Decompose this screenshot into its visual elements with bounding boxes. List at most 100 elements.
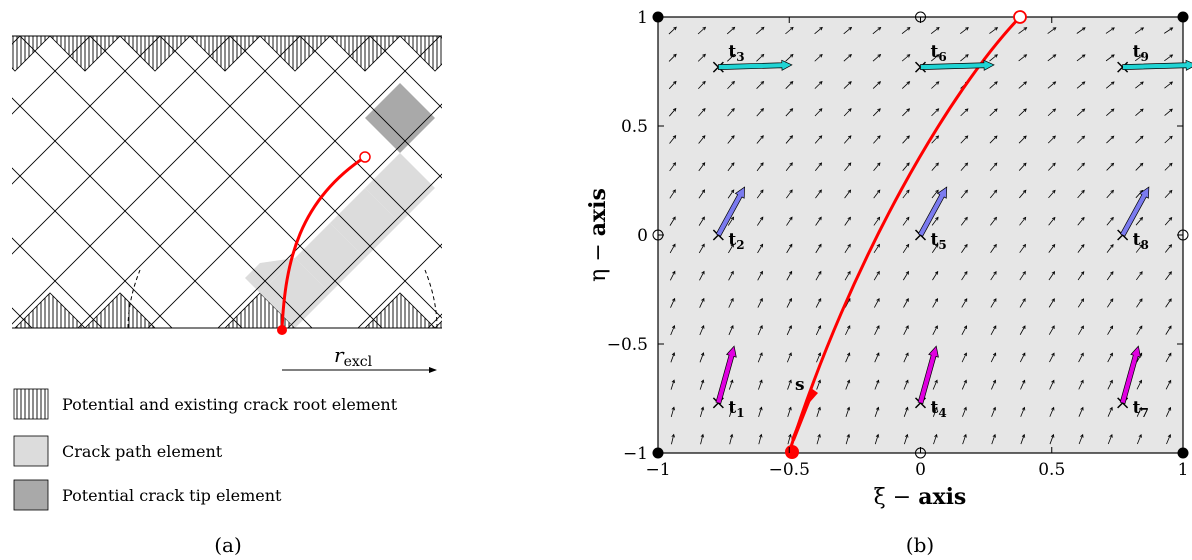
field-arrow (989, 135, 998, 144)
field-arrow (756, 189, 764, 199)
legend-swatch-path (13, 435, 49, 467)
field-arrow (874, 352, 880, 363)
field-arrow (903, 380, 909, 390)
vector-arrow (917, 345, 939, 404)
crack-end-circle (1013, 10, 1027, 24)
field-arrow (1165, 325, 1172, 335)
mesh (12, 36, 442, 328)
field-arrow (1018, 108, 1027, 117)
field-arrow (960, 135, 968, 144)
point-t1: t1 (712, 345, 745, 420)
field-arrow (670, 352, 675, 363)
field-arrow (786, 352, 792, 363)
field-arrow (1047, 27, 1057, 34)
field-arrow (757, 352, 763, 363)
field-arrow (1107, 298, 1114, 308)
field-arrow (785, 108, 793, 117)
field-arrow (1018, 81, 1027, 89)
field-arrow (756, 54, 764, 62)
field-arrow (816, 352, 821, 363)
field-arrow (1107, 380, 1113, 390)
field-arrow (1077, 298, 1084, 308)
field-arrow (1166, 434, 1171, 445)
field-arrow (931, 162, 939, 171)
field-arrow (1136, 298, 1143, 308)
field-arrow (758, 434, 762, 445)
field-arrow (1165, 380, 1172, 390)
vector-field (668, 26, 1174, 445)
field-arrow (902, 244, 910, 254)
field-arrow (902, 162, 910, 171)
field-arrow (1018, 135, 1027, 144)
point-label: t2 (728, 230, 744, 252)
crack-tip-circle (359, 151, 371, 163)
field-arrow (1165, 353, 1172, 363)
field-arrow (669, 244, 676, 254)
vector-arrow (1122, 59, 1192, 71)
field-arrow (989, 54, 998, 62)
field-arrow (874, 380, 879, 390)
field-arrow (1077, 190, 1085, 199)
field-arrow (901, 81, 910, 89)
field-arrow (960, 54, 969, 62)
field-arrow (728, 325, 734, 336)
field-arrow (990, 325, 997, 335)
field-arrow (932, 325, 938, 335)
point-t9: t9 (1117, 42, 1192, 73)
crack-tip-element (365, 83, 435, 153)
point-t6: t6 (914, 42, 995, 73)
field-arrow (815, 325, 821, 336)
field-arrow (668, 81, 677, 90)
field-arrow (1136, 434, 1142, 445)
field-arrow (1106, 271, 1114, 281)
field-arrow (844, 189, 851, 199)
field-arrow (1078, 325, 1084, 335)
field-arrow (1047, 81, 1056, 89)
field-arrow (785, 135, 793, 144)
vector-arrow (1119, 186, 1150, 237)
field-arrow (670, 379, 675, 390)
field-arrow (758, 380, 763, 390)
field-arrow (699, 380, 704, 390)
field-arrow (815, 217, 822, 226)
field-arrow (727, 81, 735, 90)
field-arrow (843, 108, 852, 117)
field-arrow (991, 407, 996, 417)
field-arrow (962, 434, 967, 445)
vector-arrow (715, 186, 746, 237)
field-arrow (903, 352, 909, 363)
field-arrow (931, 217, 939, 226)
field-arrow (786, 325, 792, 336)
field-arrow (961, 352, 967, 363)
field-arrow (699, 298, 705, 308)
field-arrow (960, 27, 969, 34)
field-arrow (990, 217, 997, 226)
legend: Potential and existing crack root elemen… (13, 388, 398, 511)
field-arrow (787, 380, 792, 390)
field-arrow (1048, 244, 1056, 253)
crack-curve-b (787, 15, 1022, 454)
field-arrow (815, 298, 822, 308)
field-arrow (1019, 217, 1026, 226)
field-arrow (843, 54, 852, 62)
field-arrow (669, 216, 676, 226)
field-arrow (814, 27, 823, 35)
crack-start-dot (785, 445, 799, 459)
field-arrow (845, 380, 850, 390)
field-arrow (931, 108, 939, 117)
field-arrow (1165, 271, 1172, 281)
legend-swatch-tip (13, 479, 49, 511)
legend-label-root: Potential and existing crack root elemen… (62, 395, 398, 414)
field-arrow (1107, 434, 1113, 445)
field-arrow (960, 162, 968, 171)
field-arrow (814, 54, 823, 62)
field-arrow (727, 54, 735, 62)
field-arrow (785, 162, 793, 172)
point-label: t4 (931, 398, 947, 420)
field-arrow (1049, 380, 1055, 390)
field-arrow (1164, 108, 1173, 116)
field-arrow (872, 108, 881, 117)
field-arrow (670, 325, 675, 336)
